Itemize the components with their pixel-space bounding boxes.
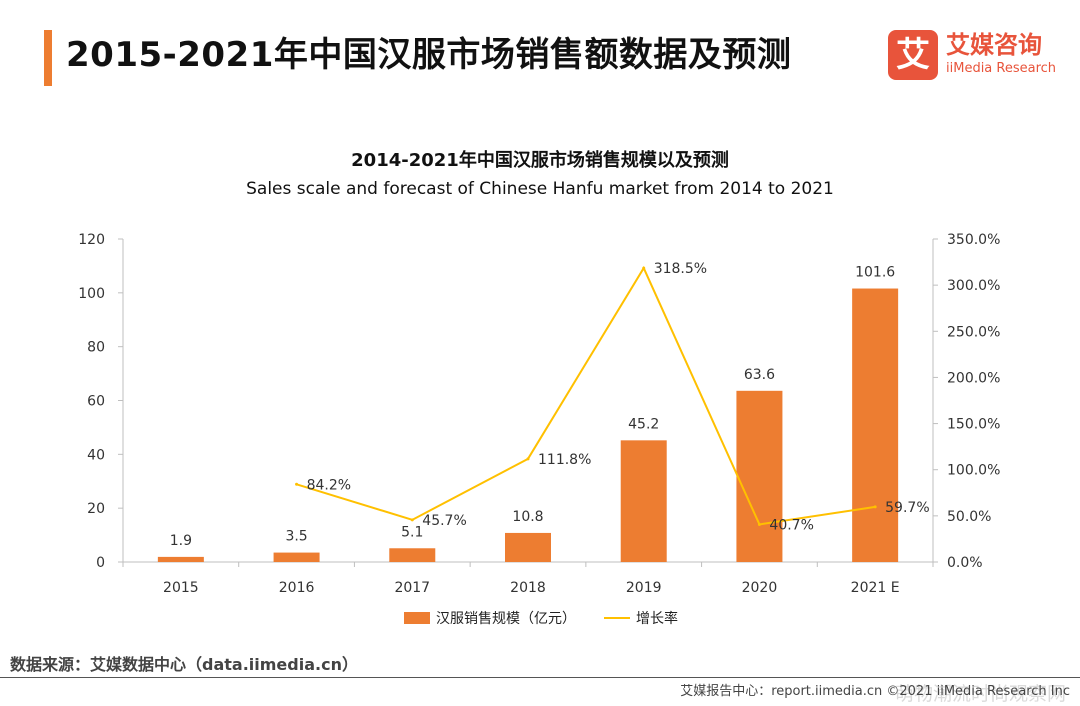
page-title: 2015-2021年中国汉服市场销售额数据及预测 xyxy=(66,35,792,75)
logo-name-en: iiMedia Research xyxy=(946,61,1057,76)
x-tick-label: 2016 xyxy=(279,580,315,596)
bar xyxy=(273,552,320,562)
legend-swatch-bar xyxy=(404,612,430,624)
watermark: 萌物潮流时尚观察网 xyxy=(894,683,1066,705)
x-tick-label: 2017 xyxy=(394,580,430,596)
iimedia-logo: 艾 艾媒咨询 iiMedia Research xyxy=(888,30,1063,80)
bar xyxy=(157,556,204,562)
growth-data-label: 84.2% xyxy=(307,477,351,493)
chart-subtitle: Sales scale and forecast of Chinese Hanf… xyxy=(246,179,834,199)
bar-data-label: 45.2 xyxy=(628,416,659,432)
bar xyxy=(389,548,436,562)
left-tick-label: 120 xyxy=(78,232,105,248)
x-tick-label: 2020 xyxy=(742,580,778,596)
growth-rate-point xyxy=(410,518,414,522)
left-tick-label: 60 xyxy=(87,394,105,410)
chart-title: 2014-2021年中国汉服市场销售规模以及预测 xyxy=(351,150,729,171)
right-tick-label: 250.0% xyxy=(947,324,1000,340)
logo-name-cn: 艾媒咨询 xyxy=(946,31,1042,59)
footer-credit: 艾媒报告中心：report.iimedia.cn ©2021 iiMedia R… xyxy=(680,684,1070,699)
bar xyxy=(852,288,899,562)
right-tick-label: 100.0% xyxy=(947,463,1000,479)
footer-divider xyxy=(0,677,1080,678)
bar-data-label: 5.1 xyxy=(401,524,423,540)
bar xyxy=(620,440,667,562)
x-tick-label: 2015 xyxy=(163,580,199,596)
legend-label-sales: 汉服销售规模（亿元） xyxy=(436,611,576,627)
growth-rate-point xyxy=(873,505,877,509)
growth-data-label: 111.8% xyxy=(538,452,591,468)
growth-data-label: 45.7% xyxy=(422,513,466,529)
legend-label-growth: 增长率 xyxy=(636,611,678,627)
bar xyxy=(736,390,783,562)
x-tick-label: 2021 E xyxy=(851,580,900,596)
chart-legend: 汉服销售规模（亿元） 增长率 xyxy=(404,608,706,628)
growth-rate-point xyxy=(295,482,299,486)
x-tick-label: 2018 xyxy=(510,580,546,596)
growth-data-label: 40.7% xyxy=(769,517,813,533)
sales-chart: 0 20 40 60 80 100 120 0.0% 50.0% 100.0% 150.0% 200.… xyxy=(78,232,1000,596)
bar-data-label: 1.9 xyxy=(170,533,192,549)
right-tick-label: 200.0% xyxy=(947,370,1000,386)
right-tick-label: 50.0% xyxy=(947,509,991,525)
right-tick-label: 0.0% xyxy=(947,555,983,571)
growth-data-label: 59.7% xyxy=(885,500,929,516)
bar-data-label: 101.6 xyxy=(855,265,895,281)
left-tick-label: 80 xyxy=(87,340,105,356)
right-tick-label: 350.0% xyxy=(947,232,1000,248)
left-tick-label: 0 xyxy=(96,555,105,571)
legend-item-sales: 汉服销售规模（亿元） xyxy=(404,608,576,628)
data-source: 数据来源：艾媒数据中心（data.iimedia.cn） xyxy=(10,655,358,674)
growth-data-label: 318.5% xyxy=(654,261,707,277)
right-tick-label: 300.0% xyxy=(947,278,1000,294)
x-tick-label: 2019 xyxy=(626,580,662,596)
right-tick-label: 150.0% xyxy=(947,417,1000,433)
left-tick-label: 40 xyxy=(87,447,105,463)
growth-rate-point xyxy=(642,266,646,270)
legend-item-growth: 增长率 xyxy=(604,608,678,628)
left-tick-label: 100 xyxy=(78,286,105,302)
left-tick-label: 20 xyxy=(87,501,105,517)
legend-swatch-line xyxy=(604,617,630,619)
growth-rate-point xyxy=(526,457,530,461)
bar-data-label: 63.6 xyxy=(744,367,775,383)
bar xyxy=(505,532,551,562)
growth-rate-line xyxy=(296,265,876,526)
bar-data-label: 3.5 xyxy=(285,529,307,545)
title-accent-bar xyxy=(44,30,52,86)
growth-rate-point xyxy=(757,522,761,526)
logo-mark: 艾 xyxy=(888,30,938,80)
bar-data-label: 10.8 xyxy=(512,509,543,525)
